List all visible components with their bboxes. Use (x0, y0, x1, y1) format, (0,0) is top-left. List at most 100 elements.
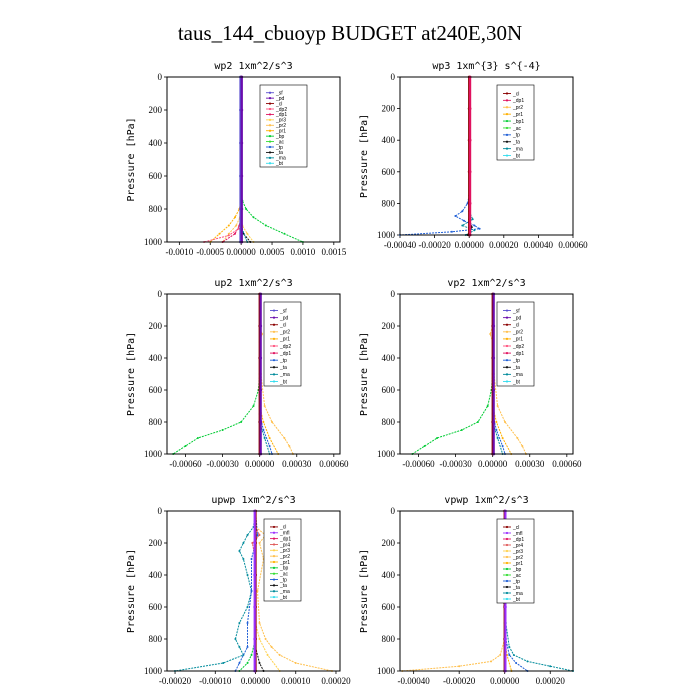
x-tick-label: 0.00020 (321, 676, 351, 686)
legend-label: _cl (279, 323, 286, 329)
data-point-pr1 (218, 232, 221, 235)
legend-marker-tp (268, 145, 272, 149)
series-line-tp (492, 413, 506, 455)
legend-marker-bt (505, 597, 509, 601)
data-point-tp (246, 646, 249, 648)
y-tick-label: 0 (158, 72, 163, 82)
legend-marker-ma (505, 591, 509, 595)
data-point-pr3 (266, 654, 269, 656)
legend-box (263, 301, 302, 387)
series-line-pr2 (255, 526, 333, 672)
legend-marker-bp (268, 135, 272, 138)
data-point-pr2 (458, 665, 461, 668)
legend-label: _dp2 (279, 344, 291, 350)
legend-marker-pr3 (505, 549, 509, 553)
data-point-pr2 (258, 542, 261, 544)
y-tick-label: 0 (158, 506, 163, 516)
legend-marker-pr1 (268, 129, 272, 132)
series-line-ta (240, 225, 251, 243)
legend-label: _bt (279, 595, 288, 601)
legend-marker-ta (505, 585, 509, 589)
data-point-pr1 (234, 216, 236, 219)
x-tick-label: 0.00000 (490, 676, 520, 686)
series-line-tp (399, 195, 482, 236)
data-point-pr2 (504, 421, 506, 423)
legend-marker-ma (272, 373, 276, 376)
data-point-tp (246, 622, 249, 624)
data-point-pr2 (270, 646, 273, 648)
legend-marker-bp1 (505, 119, 509, 123)
y-tick-label: 1000 (377, 666, 396, 676)
legend-label: _ac (275, 139, 285, 145)
legend-label: _cl (512, 323, 519, 329)
legend-marker-pr2 (272, 555, 276, 558)
legend-label: _ma (275, 156, 286, 162)
plot-frame (399, 510, 574, 672)
legend-marker-cl (272, 323, 276, 326)
x-tick-label: 0.0015 (321, 247, 346, 257)
data-point-ma (549, 665, 552, 668)
data-point-pr2 (521, 445, 524, 447)
y-tick-label: 200 (149, 105, 163, 115)
data-point-pr2 (256, 590, 259, 592)
data-point-ma (246, 574, 249, 576)
data-point-bp (264, 224, 267, 227)
legend-marker-dp1 (505, 537, 509, 541)
data-point-ma (238, 550, 241, 552)
legend-label: _pr1 (279, 560, 290, 566)
legend-box (496, 301, 535, 387)
legend-label: _tp (512, 579, 520, 585)
data-point-mfl (253, 605, 257, 609)
panel-title: up2 1xm^2/s^3 (214, 278, 292, 289)
legend-label: _pd (279, 315, 289, 321)
x-tick-label: 0.00020 (489, 240, 519, 250)
data-point-bp (184, 445, 187, 447)
data-point-pr2 (499, 654, 502, 656)
legend-marker-ac (505, 573, 509, 577)
data-point-bp (460, 429, 463, 431)
panel-title: upwp 1xm^2/s^3 (211, 495, 295, 506)
legend-label: _ta (279, 365, 287, 371)
legend-marker-pr3 (272, 549, 276, 552)
x-tick-label: 0.00000 (455, 240, 485, 250)
data-point-bp (245, 208, 248, 210)
data-point-ma (526, 660, 529, 663)
data-point-pr2 (278, 654, 281, 656)
series-line-ma (461, 211, 476, 236)
legend-label: _dp1 (275, 112, 287, 118)
data-point-tp (454, 215, 457, 217)
y-tick-label: 200 (382, 104, 396, 114)
legend-marker-mfl (272, 531, 276, 534)
data-point-mfl (253, 541, 257, 545)
y-tick-label: 800 (149, 204, 163, 214)
legend-label: _ma (279, 372, 290, 378)
legend-marker-dp2 (505, 344, 509, 348)
legend-label: _dp1 (279, 351, 291, 357)
data-point-pd (240, 207, 244, 211)
data-point-ma (473, 229, 476, 232)
data-point-tp (250, 590, 253, 592)
y-tick-label: 600 (149, 171, 163, 181)
data-point-bp (240, 421, 243, 423)
data-point-pd (492, 420, 496, 424)
data-point-pr2 (235, 224, 238, 227)
x-tick-label: -0.00040 (384, 240, 417, 250)
y-tick-label: 600 (382, 385, 396, 395)
legend-marker-bp (272, 566, 276, 569)
data-point-pr2 (496, 405, 499, 407)
x-tick-label: 0.00060 (552, 459, 582, 469)
legend-label: _pr4 (279, 542, 290, 548)
legend-marker-pr1 (272, 560, 276, 564)
data-point-pd (259, 324, 263, 328)
y-tick-label: 200 (382, 538, 396, 548)
legend-label: _sf (279, 308, 287, 314)
legend: _cl_mfl_dp1_pr4_pr3_pr2_pr1_bp_ac_tp_ta_… (496, 518, 535, 604)
data-point-bp (476, 421, 479, 423)
y-axis-label: Pressure [hPa] (359, 114, 370, 198)
legend-marker-pr2 (505, 106, 509, 109)
data-point-ma (246, 534, 249, 536)
legend-label: _pr1 (512, 561, 523, 567)
y-tick-label: 400 (149, 570, 163, 580)
legend-marker-dp1 (272, 537, 276, 540)
y-axis-label: Pressure [hPa] (359, 549, 370, 633)
